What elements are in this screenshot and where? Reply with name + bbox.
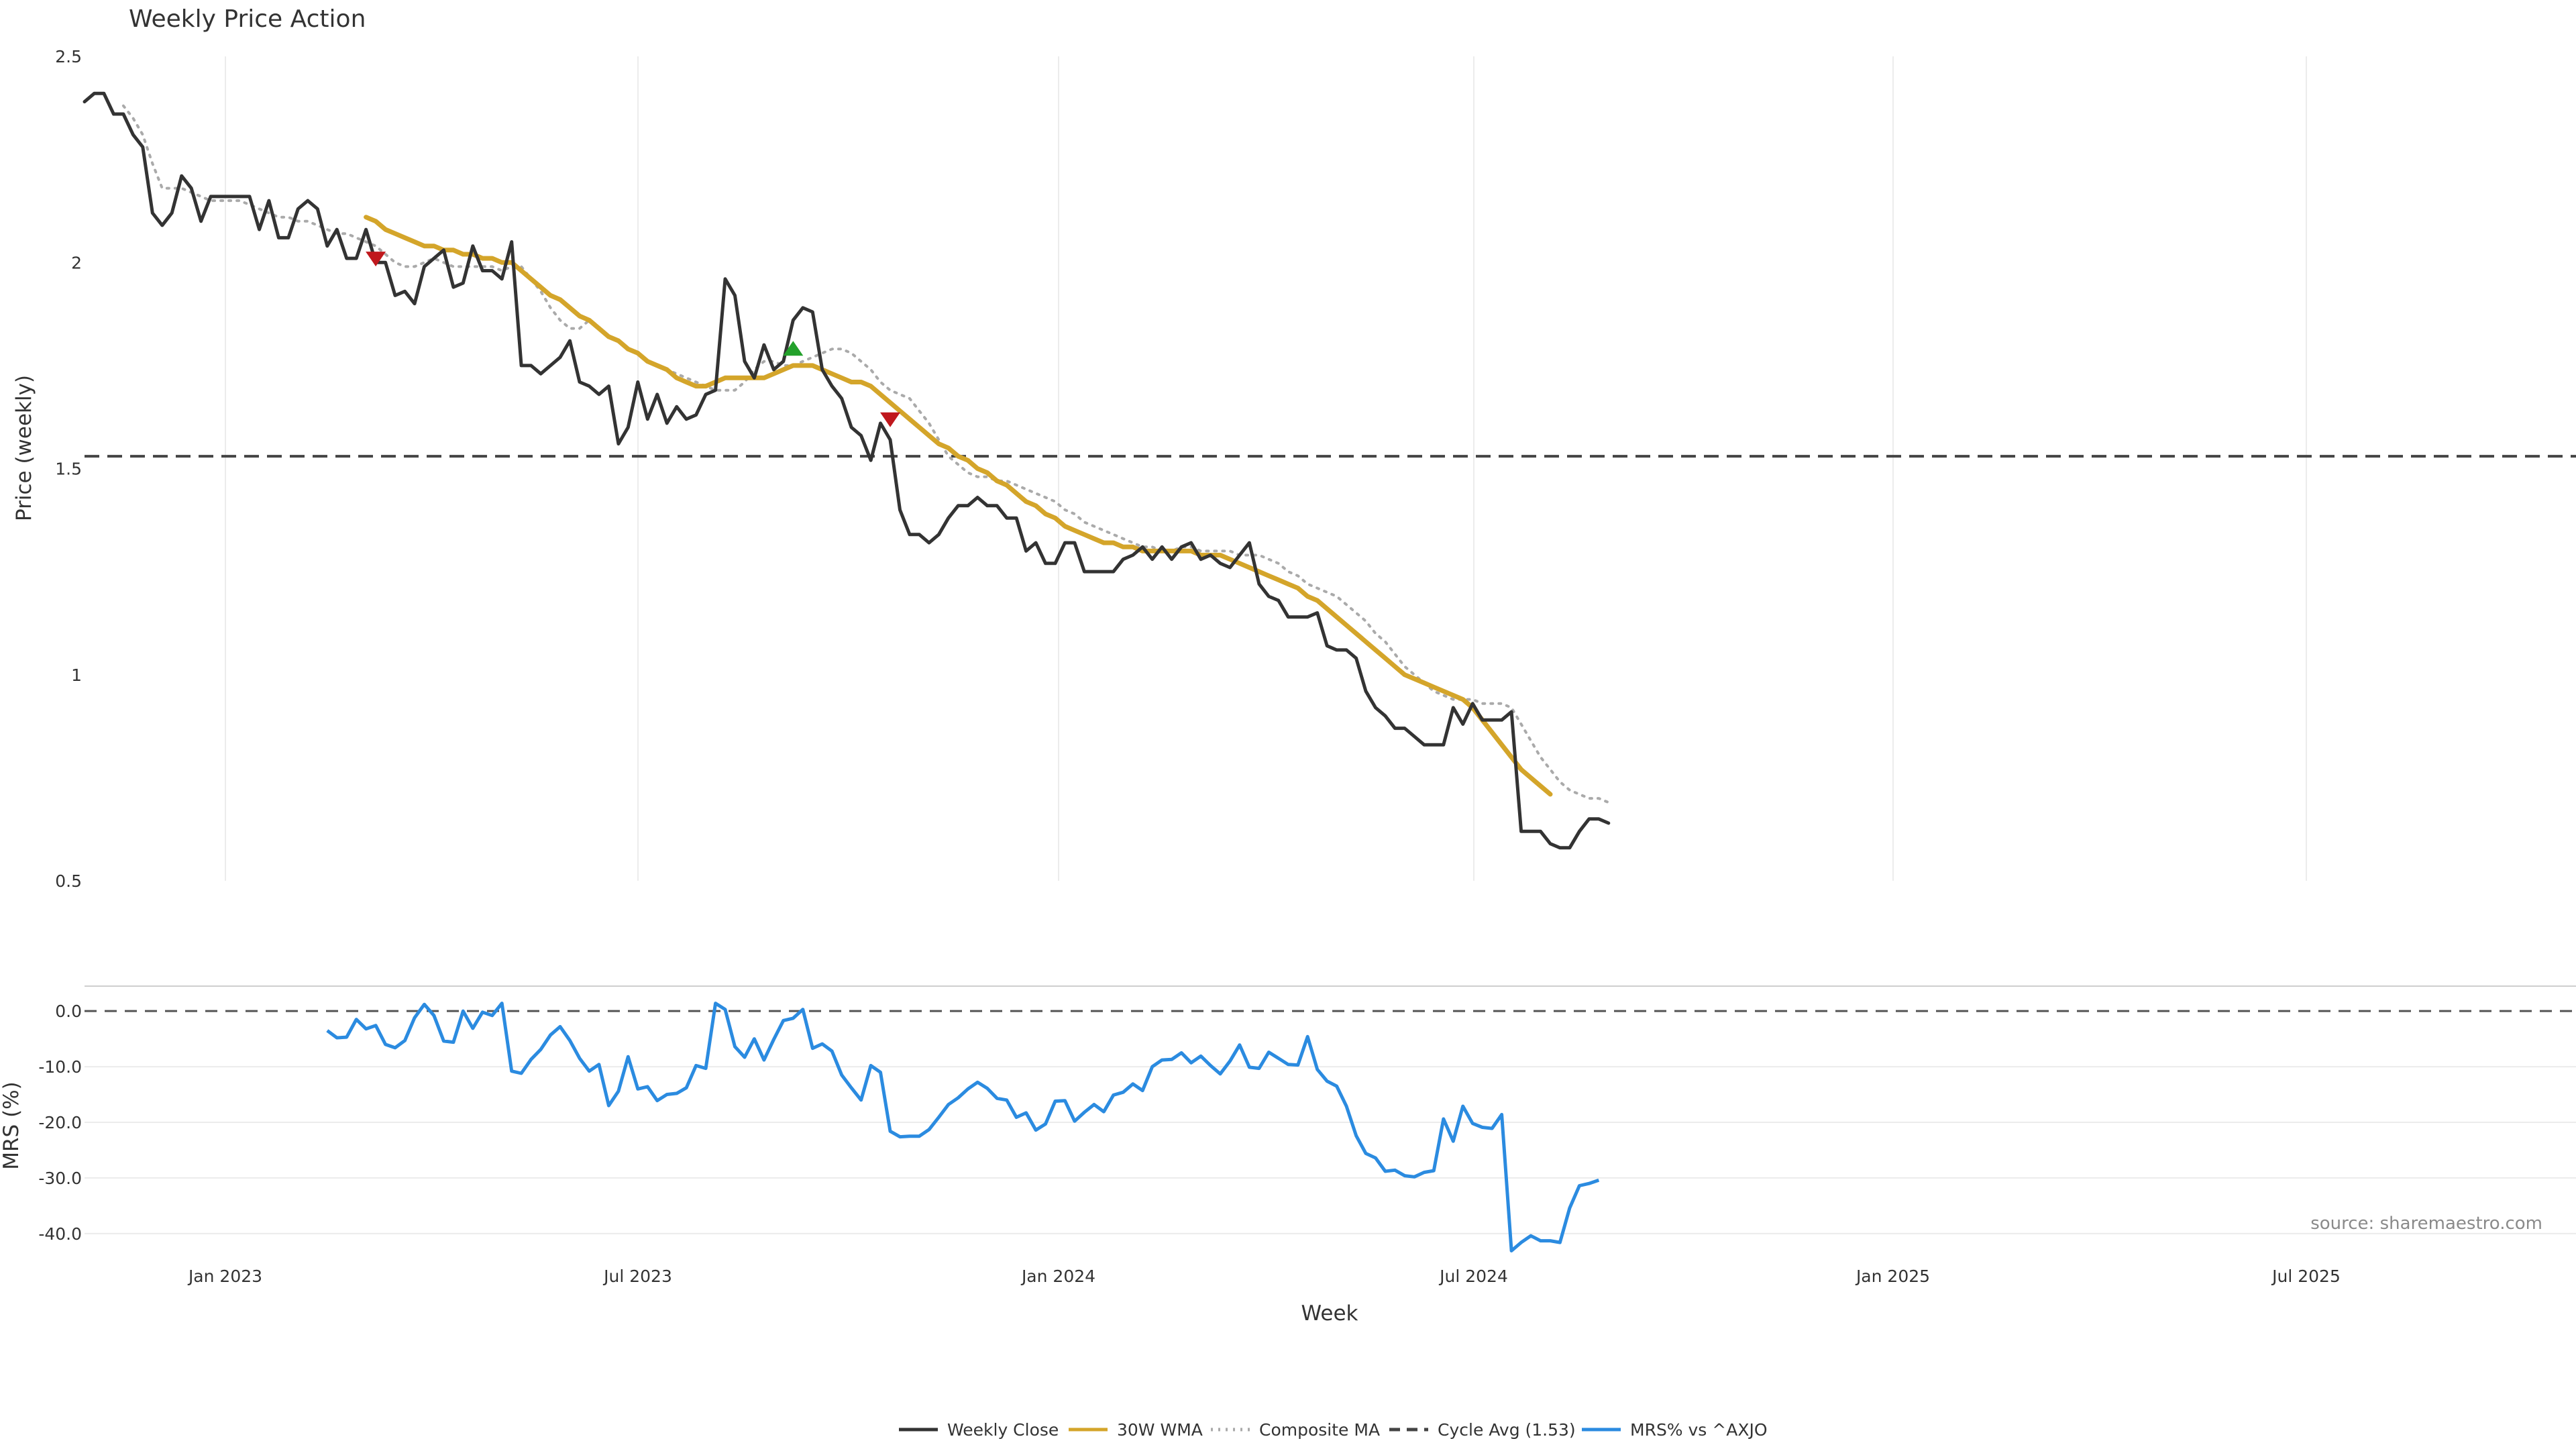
series-line-30w-wma	[364, 215, 1553, 797]
series-line-mrs-vs-axjo	[326, 1002, 1600, 1252]
price-y-tick-label: 0.5	[55, 871, 82, 891]
legend: Weekly Close 30W WMA Composite MA Cycle Avg…	[899, 1420, 1768, 1440]
price-y-tick-label: 2.5	[55, 47, 82, 66]
mrs-series	[326, 1002, 1600, 1252]
legend-label: Cycle Avg (1.53)	[1438, 1420, 1576, 1440]
price-y-axis-ticks: 0.5 1 1.5 2 2.5	[55, 47, 82, 891]
legend-label: MRS% vs ^AXJO	[1630, 1420, 1768, 1440]
signal-markers	[366, 252, 901, 427]
buy-signal-marker	[783, 341, 804, 356]
x-axis-label: Week	[1301, 1301, 1358, 1326]
price-series	[83, 91, 1611, 850]
chart-title: Weekly Price Action	[129, 5, 366, 33]
mrs-y-tick-label: -20.0	[38, 1113, 82, 1132]
legend-label: Weekly Close	[947, 1420, 1059, 1440]
price-y-tick-label: 2	[71, 253, 82, 272]
x-tick-label: Jul 2023	[602, 1267, 672, 1286]
price-panel: 0.5 1 1.5 2 2.5 Price (weekly)	[12, 47, 2576, 891]
mrs-panel: 0.0 -10.0 -20.0 -30.0 -40.0 MRS (%) source: …	[0, 1002, 2576, 1252]
price-y-tick-label: 1	[71, 665, 82, 685]
mrs-y-tick-label: 0.0	[55, 1002, 82, 1021]
legend-label: 30W WMA	[1117, 1420, 1203, 1440]
x-tick-label: Jan 2023	[187, 1267, 262, 1286]
mrs-y-tick-label: -40.0	[38, 1224, 82, 1244]
price-y-axis-label: Price (weekly)	[12, 375, 36, 521]
x-axis-ticks: Jan 2023 Jul 2023 Jan 2024 Jul 2024 Jan 2025…	[187, 1267, 2341, 1286]
sell-signal-marker	[880, 412, 901, 427]
x-tick-label: Jan 2024	[1020, 1267, 1095, 1286]
mrs-y-tick-label: -10.0	[38, 1057, 82, 1077]
x-tick-label: Jul 2025	[2271, 1267, 2341, 1286]
series-line-weekly-close	[83, 91, 1611, 850]
source-note: source: sharemaestro.com	[2310, 1214, 2542, 1234]
mrs-y-axis-ticks: 0.0 -10.0 -20.0 -30.0 -40.0	[38, 1002, 82, 1244]
x-tick-label: Jul 2024	[1438, 1267, 1508, 1286]
price-gridlines	[225, 56, 2307, 881]
mrs-y-axis-label: MRS (%)	[0, 1081, 23, 1169]
mrs-gridlines	[85, 1066, 2576, 1234]
x-tick-label: Jan 2025	[1855, 1267, 1930, 1286]
legend-label: Composite MA	[1259, 1420, 1380, 1440]
sell-signal-marker	[366, 252, 386, 267]
mrs-y-tick-label: -30.0	[38, 1169, 82, 1188]
series-line-composite-ma	[121, 104, 1610, 804]
price-y-tick-label: 1.5	[55, 460, 82, 479]
